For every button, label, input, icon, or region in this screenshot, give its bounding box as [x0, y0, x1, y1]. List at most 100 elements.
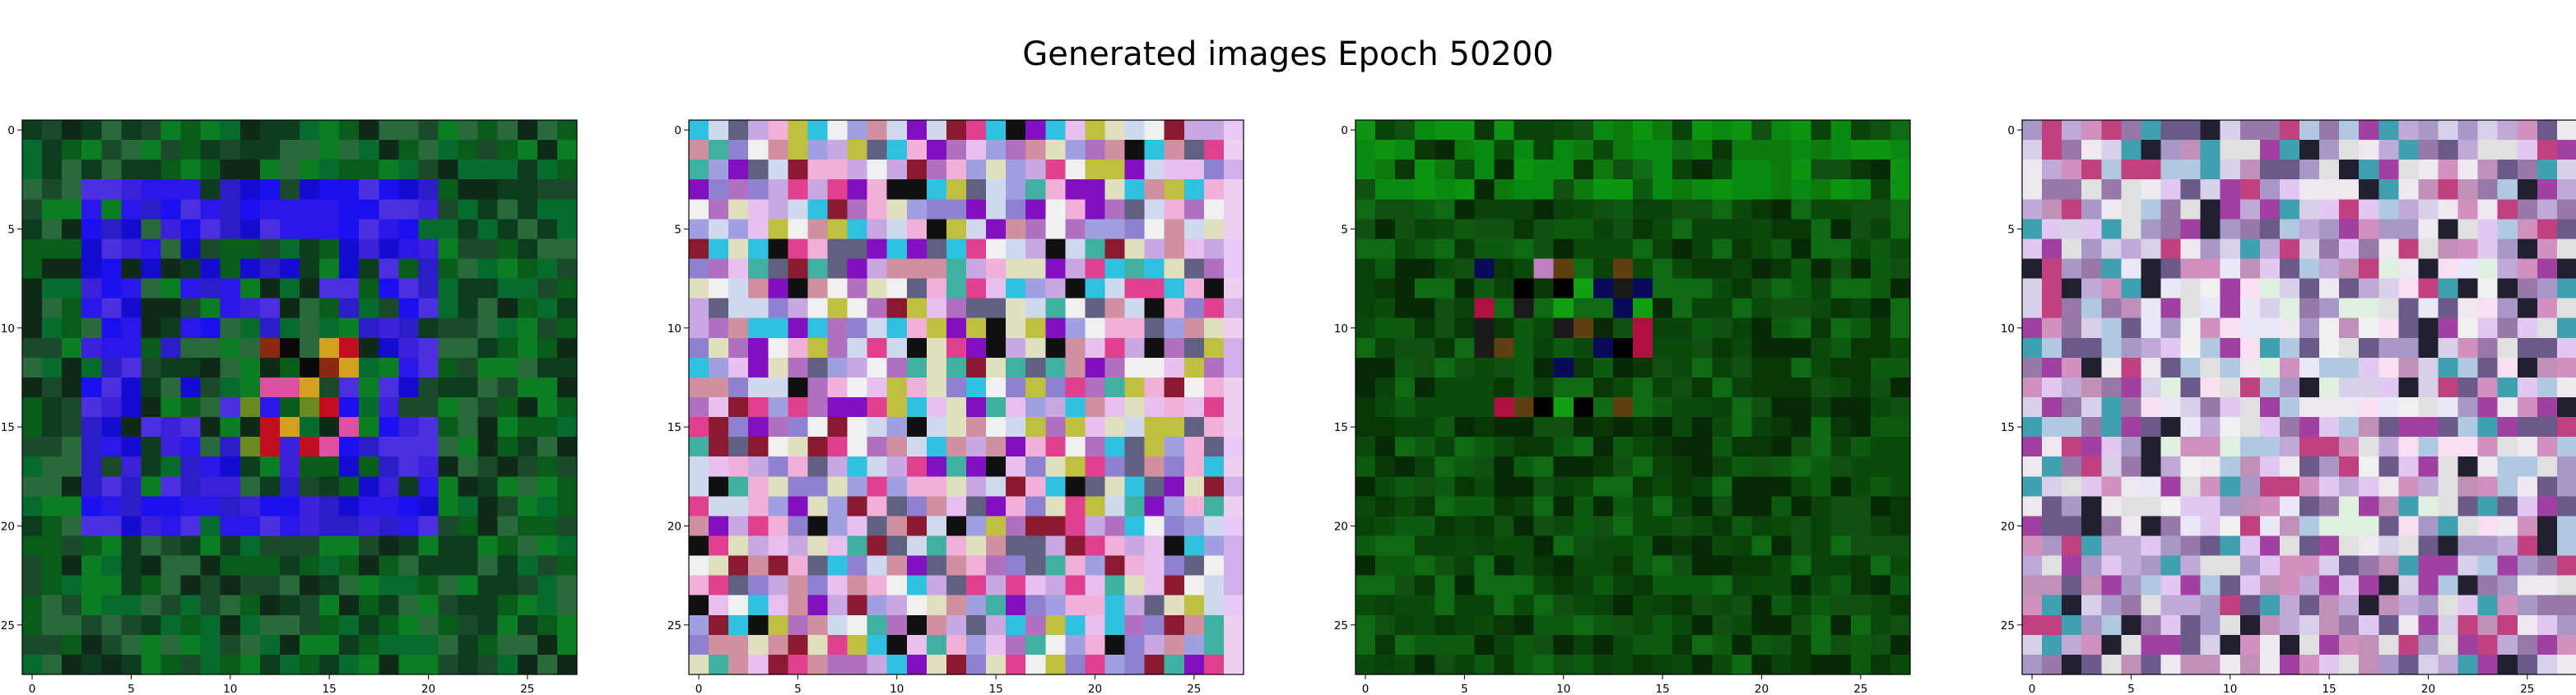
pixel-cell — [1006, 120, 1026, 141]
pixel-cell — [1732, 120, 1752, 141]
pixel-cell — [1474, 634, 1495, 656]
pixel-cell — [2042, 456, 2062, 477]
pixel-cell — [42, 179, 63, 200]
pixel-cell — [2319, 258, 2340, 280]
pixel-cell — [2378, 535, 2399, 557]
pixel-cell — [398, 317, 419, 339]
pixel-cell — [1612, 219, 1634, 239]
pixel-cell — [2517, 634, 2538, 656]
pixel-cell — [2180, 595, 2202, 616]
pixel-cell — [62, 535, 82, 557]
pixel-cell — [2418, 595, 2439, 616]
pixel-cell — [1573, 377, 1594, 398]
pixel-cell — [2517, 377, 2538, 398]
pixel-cell — [556, 575, 578, 596]
pixel-cell — [2497, 516, 2518, 536]
pixel-cell — [2042, 377, 2062, 398]
pixel-cell — [1415, 654, 1435, 675]
pixel-cell — [689, 595, 709, 616]
pixel-cell — [141, 437, 161, 457]
pixel-cell — [966, 377, 987, 398]
pixel-cell — [689, 278, 709, 299]
pixel-cell — [2438, 179, 2459, 200]
pixel-cell — [1751, 219, 1772, 239]
pixel-cell — [2160, 516, 2182, 536]
pixel-cell — [2220, 417, 2241, 438]
pixel-cell — [1593, 634, 1614, 656]
pixel-cell — [768, 160, 788, 180]
pixel-cell — [1593, 476, 1614, 497]
pixel-cell — [2081, 199, 2102, 220]
pixel-cell — [81, 140, 102, 160]
pixel-cell — [2081, 298, 2102, 319]
pixel-cell — [768, 337, 788, 359]
pixel-cell — [689, 397, 709, 418]
pixel-cell — [2239, 337, 2261, 359]
pixel-cell — [101, 614, 122, 636]
pixel-cell — [1375, 535, 1396, 557]
pixel-cell — [200, 298, 221, 319]
pixel-cell — [537, 298, 558, 319]
pixel-cell — [1553, 317, 1574, 339]
pixel-cell — [1850, 654, 1872, 675]
pixel-cell — [2081, 219, 2102, 239]
pixel-cell — [1791, 258, 1812, 280]
pixel-cell — [1890, 179, 1911, 200]
pixel-cell — [1124, 298, 1146, 319]
pixel-cell — [1104, 377, 1126, 398]
pixel-cell — [1672, 397, 1693, 418]
pixel-cell — [1454, 456, 1475, 477]
pixel-cell — [141, 357, 161, 378]
pixel-cell — [1791, 417, 1812, 438]
pixel-cell — [847, 278, 868, 299]
pixel-cell — [2180, 496, 2202, 517]
x-tick-label: 5 — [128, 683, 135, 695]
pixel-cell — [1006, 317, 1026, 339]
pixel-cell — [379, 337, 399, 359]
pixel-cell — [2497, 456, 2518, 477]
pixel-cell — [788, 239, 808, 259]
pixel-cell — [926, 516, 947, 536]
pixel-cell — [1144, 595, 1165, 616]
pixel-cell — [477, 595, 499, 616]
pixel-cell — [709, 535, 729, 557]
pixel-cell — [1514, 120, 1535, 141]
x-tick-label: 10 — [1556, 683, 1570, 695]
pixel-cell — [2536, 516, 2558, 536]
pixel-cell — [200, 219, 221, 239]
pixel-cell — [1203, 476, 1225, 497]
pixel-cell — [1850, 377, 1872, 398]
pixel-cell — [418, 437, 439, 457]
pixel-cell — [2180, 140, 2202, 160]
pixel-cell — [1653, 179, 1673, 200]
pixel-cell — [1633, 634, 1653, 656]
pixel-cell — [259, 357, 281, 378]
pixel-cell — [359, 595, 379, 616]
pixel-cell — [2438, 199, 2459, 220]
pixel-cell — [141, 120, 161, 141]
pixel-cell — [1355, 614, 1376, 636]
pixel-cell — [2497, 298, 2518, 319]
pixel-cell — [788, 120, 808, 141]
pixel-cell — [1494, 476, 1515, 497]
pixel-cell — [398, 377, 419, 398]
pixel-cell — [1045, 179, 1066, 200]
pixel-cell — [2101, 476, 2122, 497]
pixel-cell — [2081, 317, 2102, 339]
pixel-cell — [1633, 120, 1653, 141]
pixel-cell — [1672, 614, 1693, 636]
pixel-cell — [1223, 239, 1244, 259]
pixel-cell — [220, 575, 241, 596]
pixel-cell — [2477, 317, 2499, 339]
pixel-cell — [180, 397, 202, 418]
pixel-cell — [2279, 278, 2300, 299]
pixel-cell — [319, 278, 340, 299]
pixel-cell — [1791, 317, 1812, 339]
pixel-cell — [1006, 199, 1026, 220]
pixel-cell — [339, 555, 360, 577]
pixel-cell — [1771, 654, 1793, 675]
pixel-cell — [867, 219, 888, 239]
pixel-cell — [1553, 595, 1574, 616]
pixel-cell — [101, 437, 122, 457]
pixel-cell — [986, 239, 1007, 259]
